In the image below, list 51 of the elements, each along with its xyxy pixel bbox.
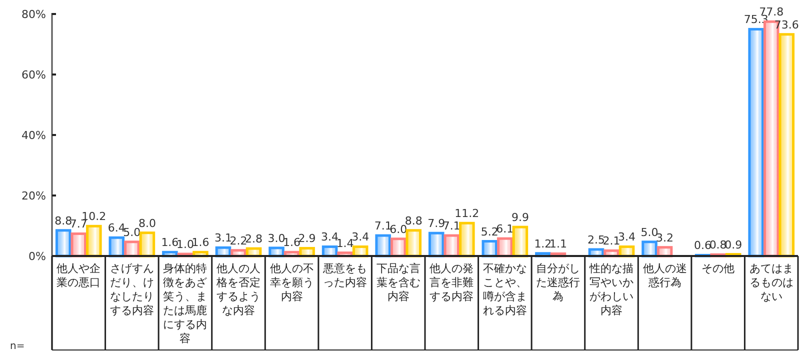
x-tick-label: その他 xyxy=(702,262,735,275)
x-tick-label: 下品な言葉を含む内容 xyxy=(376,262,420,303)
x-tick-label: 身体的特徴をあざ笑う、または馬鹿にする内容 xyxy=(163,262,208,345)
x-tick-label: 性的な描写やいかがわしい内容 xyxy=(588,262,634,317)
data-label: 2.8 xyxy=(245,232,263,246)
data-label: 3.4 xyxy=(321,230,339,244)
data-label: 8.8 xyxy=(54,214,72,228)
x-tick-label: 他人の迷惑行為 xyxy=(642,262,687,289)
data-label: 1.6 xyxy=(161,236,179,250)
data-label: 6.1 xyxy=(496,222,514,236)
x-tick-label: あてはまるものはない xyxy=(749,262,794,303)
data-label: 2.1 xyxy=(602,234,620,248)
data-label: 9.9 xyxy=(511,211,529,224)
y-tick-label: 40% xyxy=(22,129,46,142)
y-tick-label: 20% xyxy=(22,190,46,202)
x-tick-label: 不確かなことや、噂が含まれる内容 xyxy=(482,262,527,317)
data-label: 8.8 xyxy=(404,214,422,228)
data-label: 1.2 xyxy=(534,237,552,250)
data-label: 3.4 xyxy=(618,230,636,244)
y-tick-label: 80% xyxy=(22,8,46,21)
x-tick-label: 他人の発言を非難する内容 xyxy=(430,262,474,303)
data-label: 6.0 xyxy=(390,222,408,236)
x-tick-label: 自分がした迷惑行為 xyxy=(536,262,580,303)
data-label: 0.6 xyxy=(694,239,712,252)
text: n= xyxy=(10,341,25,352)
data-label: 7.9 xyxy=(428,217,446,230)
x-tick-label: 悪意をもった内容 xyxy=(322,262,368,289)
data-label: 0.9 xyxy=(724,238,742,252)
y-tick-label: 60% xyxy=(22,68,46,82)
data-label: 1.6 xyxy=(283,236,301,250)
data-label: 3.4 xyxy=(352,230,370,244)
data-label: 6.4 xyxy=(108,222,126,235)
x-tick-label: 他人の不幸を願う内容 xyxy=(270,262,314,303)
data-label: 1.0 xyxy=(176,238,194,251)
data-label: 3.1 xyxy=(214,232,232,245)
data-label: 5.2 xyxy=(480,225,498,238)
data-label: 0.8 xyxy=(709,238,727,252)
x-tick-label: 他人の人格を否定するような内容 xyxy=(216,262,260,317)
data-label: 7.1 xyxy=(374,220,392,233)
data-label: 3.0 xyxy=(268,232,286,245)
data-label: 5.0 xyxy=(640,226,658,239)
data-label: 11.2 xyxy=(454,207,480,220)
data-label: 1.6 xyxy=(192,236,210,250)
data-label: 1.1 xyxy=(549,238,567,251)
data-label: 8.0 xyxy=(138,216,156,230)
x-tick-label: さげすんだり、けなしたりする内容 xyxy=(110,262,154,317)
x-tick-label: 他人や企業の悪口 xyxy=(56,262,101,289)
y-tick-label: 0% xyxy=(28,250,46,263)
data-label: 3.2 xyxy=(656,231,674,244)
data-label: 2.5 xyxy=(587,233,605,246)
data-label: 5.0 xyxy=(123,226,141,239)
